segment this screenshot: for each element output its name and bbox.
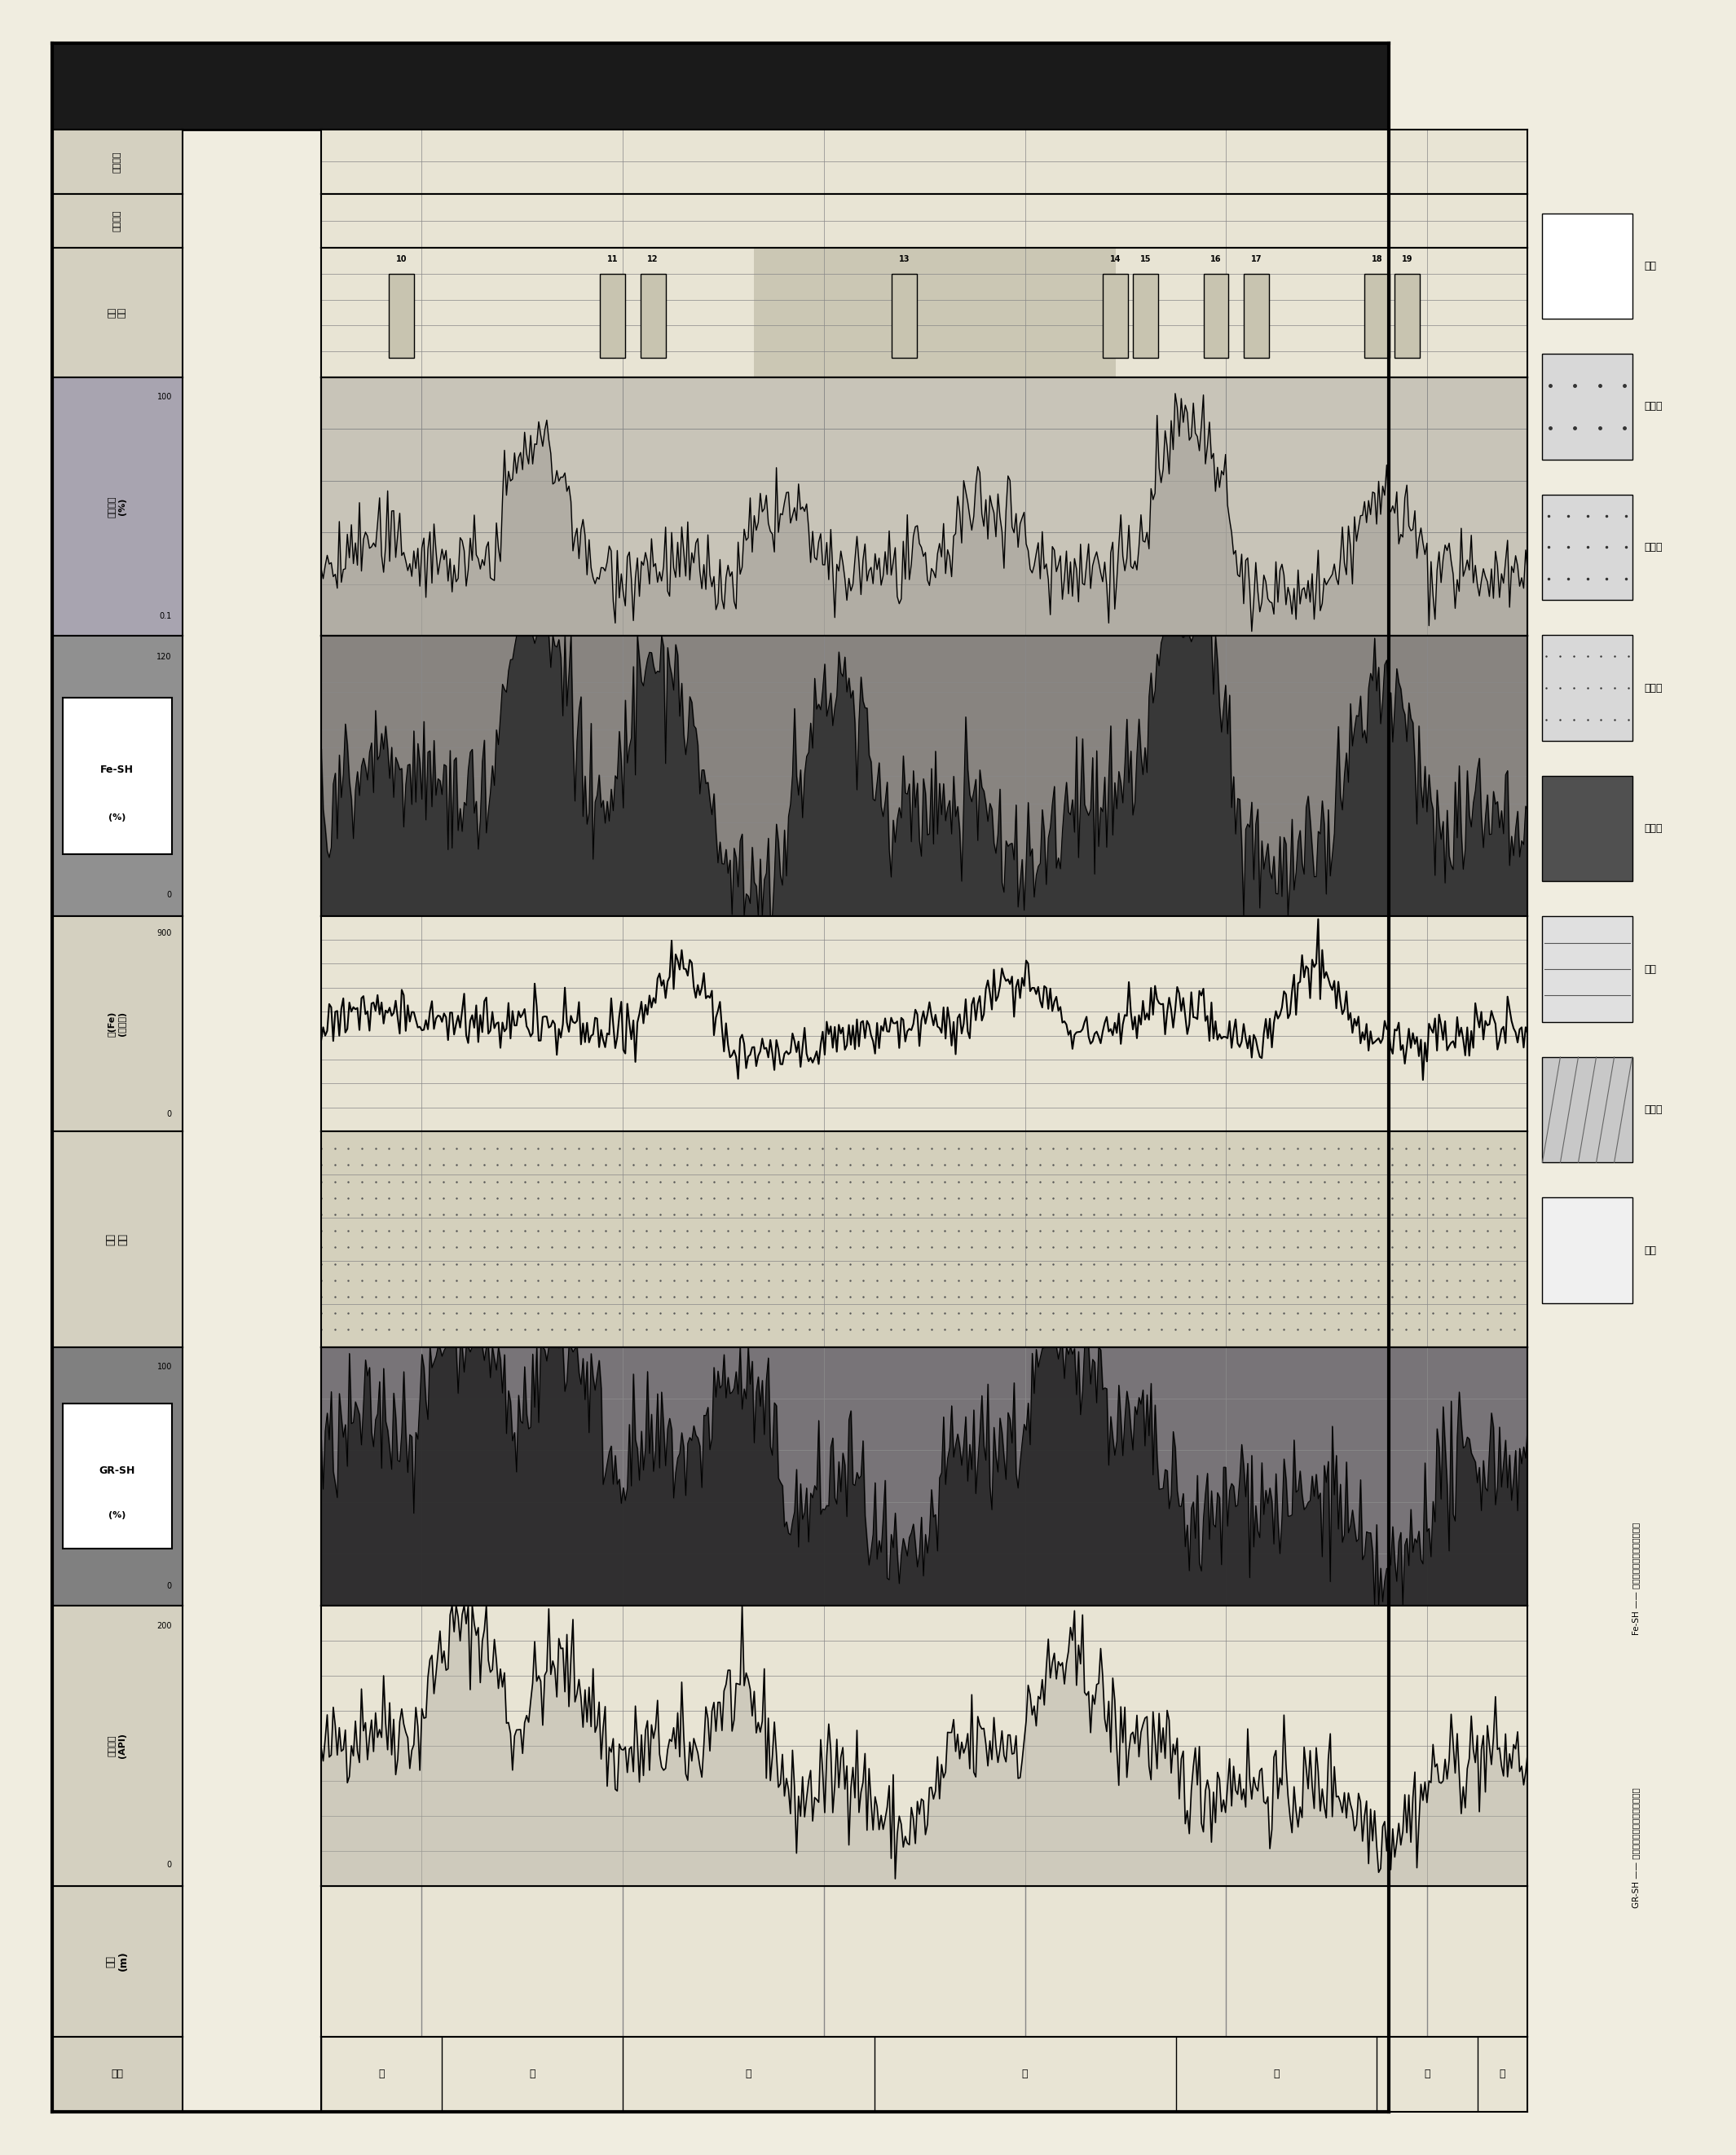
Text: 含气层: 含气层	[1644, 1106, 1663, 1114]
Bar	[62, 698, 172, 853]
Text: 铁(Fe)
(脉冲数): 铁(Fe) (脉冲数)	[108, 1011, 127, 1037]
Text: 自然伽马
(API): 自然伽马 (API)	[108, 1733, 127, 1758]
Bar	[1542, 636, 1632, 741]
Text: 敌: 敌	[1500, 2069, 1505, 2080]
Text: Fe-SH: Fe-SH	[101, 765, 134, 776]
Bar	[62, 1403, 172, 1549]
Bar	[389, 274, 415, 358]
Text: 200: 200	[156, 1623, 172, 1631]
Bar	[1542, 496, 1632, 599]
Text: 13: 13	[899, 254, 910, 263]
Text: (%): (%)	[108, 815, 127, 821]
Text: 12: 12	[648, 254, 658, 263]
Bar	[892, 274, 917, 358]
Bar	[1394, 274, 1420, 358]
Text: 气测全烃
(%): 气测全烃 (%)	[108, 496, 127, 517]
Text: 泥岩层: 泥岩层	[1644, 823, 1663, 834]
Bar	[1542, 353, 1632, 459]
Text: 测试结果: 测试结果	[113, 151, 122, 172]
Text: 16: 16	[1210, 254, 1222, 263]
Bar	[1542, 1058, 1632, 1162]
Text: 15: 15	[1141, 254, 1151, 263]
Text: 14: 14	[1109, 254, 1121, 263]
Text: 19: 19	[1401, 254, 1413, 263]
Text: 900: 900	[156, 929, 172, 937]
Bar	[1542, 1198, 1632, 1304]
Text: GR-SH: GR-SH	[99, 1465, 135, 1476]
Text: 100: 100	[156, 1362, 172, 1371]
Text: 二: 二	[1424, 2069, 1430, 2080]
Text: 气层: 气层	[1644, 1246, 1656, 1256]
Text: GR-SH —— 用自然伽马求取的泥质含量曲线: GR-SH —— 用自然伽马求取的泥质含量曲线	[1632, 1789, 1641, 1907]
Text: 敌: 敌	[529, 2069, 535, 2080]
Text: 岩性
剖面: 岩性 剖面	[106, 1233, 128, 1246]
Text: 细砂岩: 细砂岩	[1644, 543, 1663, 552]
Bar	[1542, 213, 1632, 319]
Text: 粉砂岩: 粉砂岩	[1644, 683, 1663, 694]
Bar	[1542, 916, 1632, 1021]
Text: 0.1: 0.1	[160, 612, 172, 621]
Bar	[1542, 776, 1632, 881]
Bar	[753, 248, 1116, 377]
Bar	[601, 274, 625, 358]
Text: 18: 18	[1371, 254, 1382, 263]
Text: 11: 11	[608, 254, 618, 263]
Text: 层位: 层位	[111, 2069, 123, 2080]
Text: (%): (%)	[108, 1511, 127, 1519]
Bar	[1102, 274, 1128, 358]
Text: 深度
(m): 深度 (m)	[106, 1950, 128, 1972]
Text: 干层: 干层	[1644, 963, 1656, 974]
Text: 0: 0	[167, 1860, 172, 1868]
Text: 敌: 敌	[1023, 2069, 1028, 2080]
Bar	[1134, 274, 1158, 358]
Text: 二: 二	[1272, 2069, 1279, 2080]
Text: 取样位置: 取样位置	[113, 209, 122, 233]
Text: 二: 二	[378, 2069, 385, 2080]
Bar	[641, 274, 665, 358]
Text: 一: 一	[745, 2069, 752, 2080]
Text: 粗砂岩: 粗砂岩	[1644, 401, 1663, 412]
Text: 0: 0	[167, 1582, 172, 1590]
Text: Fe-SH —— 用鐵元素求取的泥质含量曲线: Fe-SH —— 用鐵元素求取的泥质含量曲线	[1632, 1521, 1641, 1636]
Bar	[1364, 274, 1389, 358]
Text: 0: 0	[167, 1110, 172, 1118]
Text: 泥岩: 泥岩	[1644, 261, 1656, 272]
Text: 10: 10	[396, 254, 408, 263]
Text: 综合
解释: 综合 解释	[108, 306, 127, 319]
Text: 120: 120	[156, 653, 172, 662]
Bar	[1243, 274, 1269, 358]
Text: 100: 100	[156, 392, 172, 401]
Text: 17: 17	[1250, 254, 1262, 263]
Text: 0: 0	[167, 890, 172, 899]
Bar	[1203, 274, 1229, 358]
